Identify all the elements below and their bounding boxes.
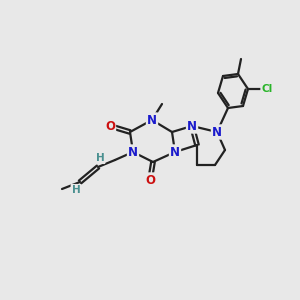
Text: O: O (145, 173, 155, 187)
Text: Cl: Cl (261, 84, 273, 94)
Text: N: N (187, 119, 197, 133)
Text: N: N (147, 113, 157, 127)
Text: H: H (96, 153, 104, 163)
Text: N: N (212, 125, 222, 139)
Text: N: N (170, 146, 180, 158)
Text: N: N (128, 146, 138, 158)
Text: H: H (72, 185, 80, 195)
Text: O: O (105, 119, 115, 133)
